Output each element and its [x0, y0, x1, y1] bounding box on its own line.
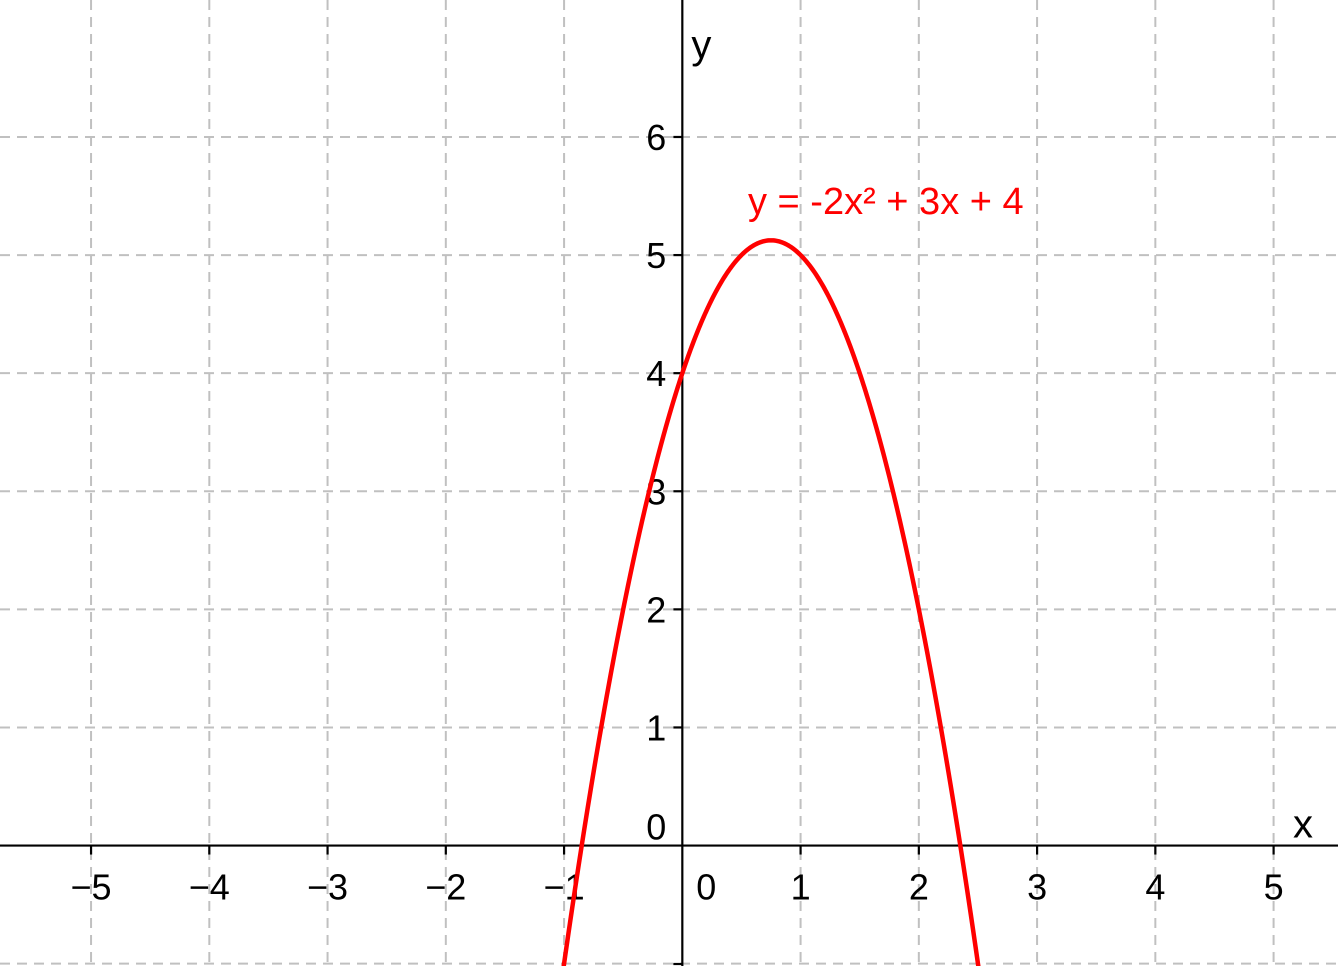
y-tick-label: 2	[646, 589, 666, 630]
y-tick-label: 0	[646, 807, 666, 848]
y-tick-label: 4	[646, 353, 666, 394]
y-tick-label: 6	[646, 117, 666, 158]
parabola-curve	[561, 238, 981, 966]
x-tick-label: 3	[1027, 867, 1047, 908]
x-tick-label: −2	[425, 867, 466, 908]
x-tick-label: 5	[1264, 867, 1284, 908]
x-tick-label: 4	[1145, 867, 1165, 908]
x-tick-label: −3	[307, 867, 348, 908]
y-tick-label: 5	[646, 235, 666, 276]
horizontal-gridlines	[0, 135, 1341, 965]
x-axis-title: x	[1293, 803, 1313, 847]
y-axis-title: y	[691, 23, 711, 67]
x-tick-label: −4	[189, 867, 230, 908]
y-tick-label: 1	[646, 707, 666, 748]
x-tick-label: 2	[909, 867, 929, 908]
vertical-gridlines	[90, 0, 1275, 966]
x-tick-label: 0	[696, 867, 716, 908]
function-label: y = -2x² + 3x + 4	[748, 181, 1024, 223]
x-axis-ticks: −5 −4 −3 −2 −1 0 1 2 3 4 5	[71, 845, 1284, 908]
x-tick-label: −5	[71, 867, 112, 908]
x-tick-label: 1	[791, 867, 811, 908]
